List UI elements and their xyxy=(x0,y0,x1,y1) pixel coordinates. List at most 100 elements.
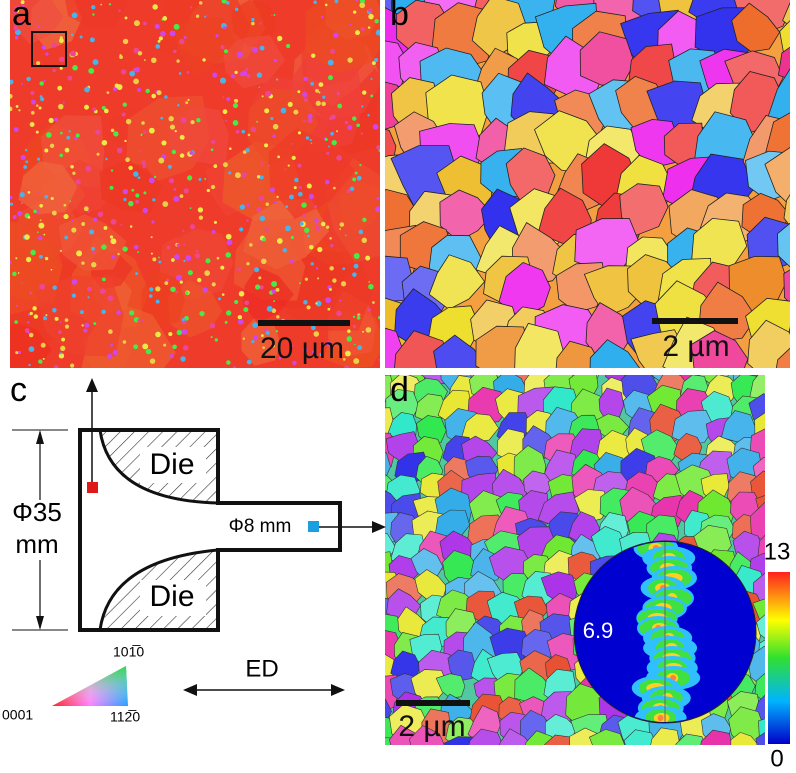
texture xyxy=(294,178,298,182)
texture xyxy=(126,119,131,124)
texture xyxy=(306,305,310,309)
texture xyxy=(352,178,356,182)
texture xyxy=(344,365,349,370)
texture xyxy=(81,324,83,326)
texture xyxy=(116,310,121,315)
texture xyxy=(72,172,75,175)
texture xyxy=(204,16,206,18)
texture xyxy=(16,105,19,108)
texture xyxy=(146,349,151,354)
texture xyxy=(267,306,273,312)
texture xyxy=(16,305,18,307)
texture xyxy=(17,211,22,216)
texture xyxy=(187,71,190,74)
texture xyxy=(40,97,44,101)
colorbar xyxy=(768,572,790,744)
texture xyxy=(101,310,106,315)
texture xyxy=(268,165,270,167)
panel-label: b xyxy=(390,0,409,33)
texture xyxy=(316,267,318,269)
texture xyxy=(245,68,248,71)
texture xyxy=(113,350,118,355)
inner-diameter: Φ8 mm xyxy=(229,516,292,537)
texture xyxy=(107,354,112,359)
scale-bar xyxy=(652,318,738,324)
texture xyxy=(49,118,54,123)
texture xyxy=(123,102,127,106)
texture xyxy=(331,114,336,119)
texture xyxy=(362,331,364,333)
texture xyxy=(52,211,57,216)
texture xyxy=(293,110,298,115)
texture xyxy=(25,149,27,151)
texture xyxy=(110,238,116,244)
texture xyxy=(362,90,366,94)
texture xyxy=(357,176,362,181)
texture xyxy=(309,194,314,199)
texture xyxy=(229,147,232,150)
texture xyxy=(307,235,310,238)
texture xyxy=(185,101,188,104)
texture xyxy=(8,106,13,111)
texture xyxy=(265,203,268,206)
texture xyxy=(84,87,90,93)
texture xyxy=(134,20,140,26)
texture xyxy=(212,73,217,78)
texture xyxy=(20,192,25,197)
colorbar-min: 0 xyxy=(770,745,783,772)
texture xyxy=(354,253,360,259)
texture xyxy=(226,234,232,240)
texture xyxy=(183,244,185,246)
texture xyxy=(170,31,176,37)
texture xyxy=(29,291,32,294)
texture xyxy=(173,196,179,202)
texture xyxy=(149,128,155,134)
panel-label: c xyxy=(10,371,27,409)
texture xyxy=(260,216,265,221)
texture xyxy=(368,8,373,13)
texture xyxy=(375,206,381,212)
texture xyxy=(330,244,334,248)
texture xyxy=(252,322,258,328)
texture xyxy=(42,45,47,50)
texture xyxy=(125,17,128,20)
texture xyxy=(185,291,189,295)
texture xyxy=(262,237,266,241)
texture xyxy=(243,172,247,176)
texture xyxy=(14,127,19,132)
texture xyxy=(67,76,72,81)
texture xyxy=(365,453,391,479)
texture xyxy=(177,104,179,106)
texture xyxy=(259,241,262,244)
texture xyxy=(93,59,99,65)
texture xyxy=(44,148,48,152)
texture xyxy=(301,202,306,207)
texture xyxy=(234,71,237,74)
texture xyxy=(236,130,240,134)
texture xyxy=(80,36,83,39)
texture xyxy=(30,250,36,256)
texture xyxy=(273,300,275,302)
texture xyxy=(252,47,258,53)
texture xyxy=(318,91,320,93)
texture xyxy=(259,22,261,24)
texture xyxy=(330,306,332,308)
texture xyxy=(182,318,185,321)
texture xyxy=(188,99,190,101)
texture xyxy=(57,86,62,91)
texture xyxy=(354,264,359,269)
texture xyxy=(63,204,66,207)
texture xyxy=(226,310,231,315)
texture xyxy=(110,235,113,238)
die-label: Die xyxy=(149,580,194,613)
texture xyxy=(185,255,191,261)
texture xyxy=(211,140,215,144)
texture xyxy=(213,164,217,168)
texture xyxy=(276,78,278,80)
texture xyxy=(353,10,356,13)
texture xyxy=(299,186,302,189)
texture xyxy=(211,336,213,338)
texture xyxy=(163,344,166,347)
texture xyxy=(135,193,139,197)
texture xyxy=(81,261,84,264)
